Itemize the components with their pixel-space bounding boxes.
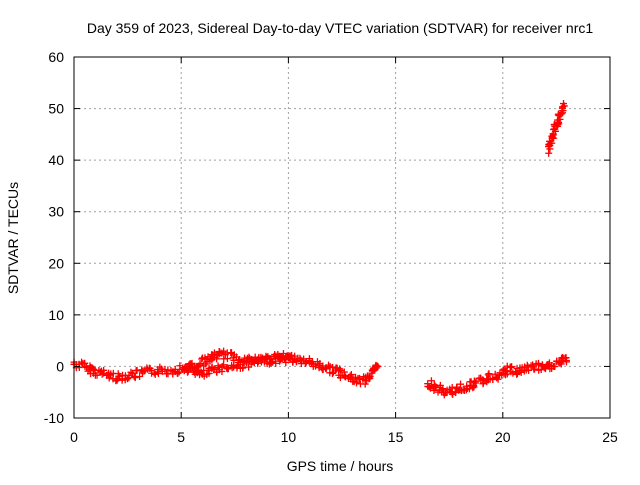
- data-point: [525, 366, 533, 374]
- data-point: [201, 354, 209, 362]
- series-segment: [70, 352, 382, 388]
- data-point: [545, 149, 553, 157]
- data-point: [470, 383, 478, 391]
- data-point: [93, 371, 101, 379]
- data-point: [174, 369, 182, 377]
- data-point: [98, 370, 106, 378]
- data-point: [136, 373, 144, 381]
- data-point: [311, 362, 319, 370]
- data-point: [491, 370, 499, 378]
- data-point: [562, 354, 570, 362]
- data-point: [485, 370, 493, 378]
- data-point: [224, 365, 232, 373]
- x-axis-label: GPS time / hours: [287, 458, 394, 474]
- data-point: [220, 361, 228, 369]
- series-segment: [544, 100, 568, 157]
- data-point: [451, 388, 459, 396]
- data-point: [325, 361, 333, 369]
- data-point: [211, 351, 219, 359]
- data-point: [328, 370, 336, 378]
- y-tick-label: 20: [48, 255, 64, 271]
- data-point: [291, 352, 299, 360]
- data-point: [269, 358, 277, 366]
- data-point: [297, 356, 305, 364]
- data-point: [220, 347, 228, 355]
- data-point: [125, 374, 133, 382]
- data-point: [457, 380, 465, 388]
- data-point: [240, 357, 248, 365]
- data-point: [337, 366, 345, 374]
- data-point: [544, 360, 552, 368]
- data-point: [373, 364, 381, 372]
- x-tick-label: 20: [495, 429, 511, 445]
- data-point: [559, 107, 567, 115]
- y-tick-label: 40: [48, 152, 64, 168]
- data-point: [213, 355, 221, 363]
- data-point: [465, 385, 473, 393]
- x-tick-label: 5: [177, 429, 185, 445]
- data-point: [81, 359, 89, 367]
- y-tick-label: 60: [48, 49, 64, 65]
- data-series: [70, 100, 570, 399]
- x-tick-label: 10: [281, 429, 297, 445]
- data-point: [289, 358, 297, 366]
- data-point: [127, 368, 135, 376]
- data-point: [508, 363, 516, 371]
- data-point: [353, 379, 361, 387]
- data-point: [469, 384, 477, 392]
- series-0: [70, 100, 570, 399]
- x-tick-label: 15: [388, 429, 404, 445]
- data-point: [366, 372, 374, 380]
- data-point: [154, 370, 162, 378]
- data-point: [365, 373, 373, 381]
- data-point: [257, 358, 265, 366]
- data-point: [517, 368, 525, 376]
- series-segment: [424, 354, 570, 399]
- data-point: [279, 350, 287, 358]
- data-point: [374, 363, 382, 371]
- chart-title: Day 359 of 2023, Sidereal Day-to-day VTE…: [87, 20, 593, 36]
- plot-frame: [73, 56, 611, 419]
- data-point: [531, 365, 539, 373]
- data-point: [75, 364, 83, 372]
- data-point: [205, 369, 213, 377]
- grid-lines: [74, 57, 610, 418]
- y-axis-label: SDTVAR / TECUs: [5, 182, 21, 294]
- data-point: [556, 359, 564, 367]
- data-point: [245, 353, 253, 361]
- data-point: [547, 139, 555, 147]
- x-tick-label: 25: [602, 429, 618, 445]
- data-point: [268, 357, 276, 365]
- axis-ticks: 0 5 10 15 20 25 -10 0 10 20 30 40 50 60: [44, 49, 618, 445]
- y-tick-label: 50: [48, 101, 64, 117]
- series-segment: [180, 347, 299, 376]
- y-tick-label: 30: [48, 204, 64, 220]
- y-tick-label: 0: [56, 358, 64, 374]
- data-point: [551, 362, 559, 370]
- data-point: [555, 120, 563, 128]
- x-tick-label: 0: [70, 429, 78, 445]
- data-point: [534, 359, 542, 367]
- y-tick-label: 10: [48, 307, 64, 323]
- y-tick-label: -10: [44, 410, 64, 426]
- data-point: [439, 385, 447, 393]
- data-point: [513, 369, 521, 377]
- data-point: [557, 110, 565, 118]
- data-point: [559, 100, 567, 108]
- data-point: [186, 360, 194, 368]
- data-point: [356, 374, 364, 382]
- data-point: [203, 358, 211, 366]
- data-point: [513, 370, 521, 378]
- data-point: [123, 375, 131, 383]
